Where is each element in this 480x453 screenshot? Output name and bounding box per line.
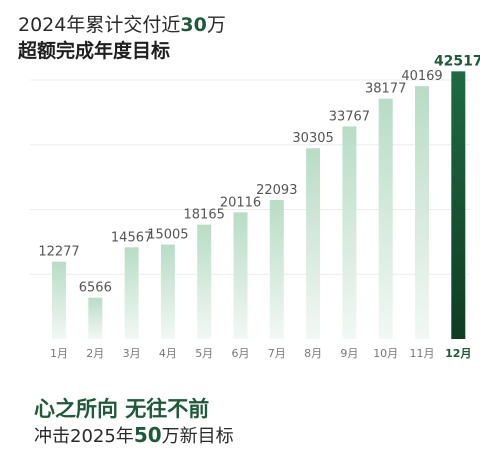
x-tick-label: 12月 bbox=[445, 347, 471, 360]
data-label: 30305 bbox=[292, 131, 333, 146]
x-tick-label: 8月 bbox=[304, 347, 322, 360]
bar-10月 bbox=[378, 98, 393, 339]
data-label: 40169 bbox=[401, 69, 442, 84]
data-label: 14567 bbox=[111, 230, 152, 245]
data-label: 22093 bbox=[256, 183, 297, 198]
footer-target-suffix: 万新目标 bbox=[161, 426, 234, 447]
data-label: 12277 bbox=[38, 245, 79, 260]
footer-target: 冲击2025年50万新目标 bbox=[34, 422, 234, 450]
bar-9月 bbox=[342, 126, 357, 339]
data-label: 18165 bbox=[184, 208, 225, 223]
x-axis-labels: 1月 2月 3月 4月 5月 6月 7月 8月 9月 10月 11月 12月 bbox=[50, 347, 471, 360]
x-tick-label: 3月 bbox=[123, 347, 141, 360]
bar-8月 bbox=[306, 148, 321, 339]
bar-11月 bbox=[415, 86, 429, 339]
data-label: 42517 bbox=[434, 53, 480, 69]
bar-6月 bbox=[233, 212, 248, 339]
headline-line2: 超额完成年度目标 bbox=[18, 40, 171, 62]
bars bbox=[52, 71, 466, 340]
grid-lines bbox=[30, 79, 470, 275]
x-tick-label: 11月 bbox=[410, 347, 435, 360]
headline-line1-suffix: 万 bbox=[206, 14, 226, 36]
footer-target-prefix: 冲击2025年 bbox=[34, 426, 134, 447]
data-label: 15005 bbox=[147, 228, 188, 243]
bar-2月 bbox=[88, 297, 103, 339]
x-tick-label: 7月 bbox=[268, 347, 286, 360]
headline-line1-prefix: 2024年累计交付近 bbox=[18, 14, 181, 36]
bar-1月 bbox=[52, 261, 66, 339]
data-label: 33767 bbox=[329, 109, 370, 124]
footer: 心之所向 无往不前 冲击2025年50万新目标 bbox=[34, 396, 234, 450]
x-tick-label: 9月 bbox=[340, 347, 358, 360]
x-tick-label: 1月 bbox=[50, 347, 68, 360]
headline-line1-number: 30 bbox=[180, 14, 207, 36]
x-tick-label: 10月 bbox=[373, 347, 398, 360]
x-tick-label: 5月 bbox=[195, 347, 213, 360]
bar-4月 bbox=[160, 244, 175, 339]
footer-target-number: 50 bbox=[133, 423, 162, 447]
data-label: 6566 bbox=[79, 281, 112, 296]
x-tick-label: 2月 bbox=[86, 347, 104, 360]
headline: 2024年累计交付近30万 超额完成年度目标 bbox=[18, 12, 226, 64]
bar-12月 bbox=[451, 71, 466, 340]
data-label: 20116 bbox=[220, 195, 261, 210]
headline-line1: 2024年累计交付近30万 bbox=[18, 12, 226, 38]
x-tick-label: 4月 bbox=[159, 347, 177, 360]
bar-7月 bbox=[269, 199, 284, 339]
footer-slogan: 心之所向 无往不前 bbox=[34, 397, 210, 421]
data-label: 38177 bbox=[365, 82, 406, 97]
bar-3月 bbox=[124, 247, 139, 339]
x-tick-label: 6月 bbox=[232, 347, 250, 360]
bar-5月 bbox=[197, 224, 212, 339]
